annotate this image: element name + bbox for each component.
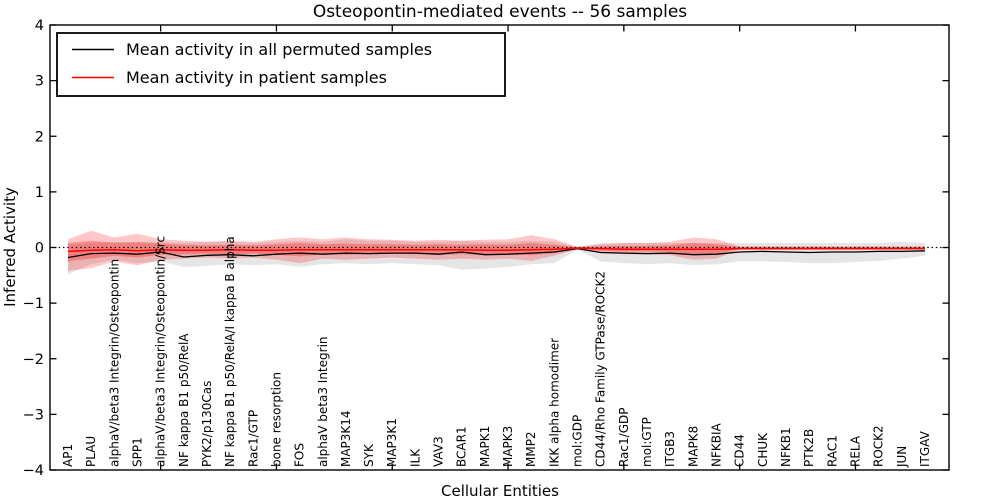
- legend-box: [56, 32, 506, 97]
- x-category-label: PTK2B: [802, 429, 816, 467]
- y-tick-label: 2: [35, 129, 44, 145]
- x-category-label: SYK: [362, 443, 376, 467]
- x-category-label: ITGB3: [663, 431, 677, 467]
- x-category-label: SPP1: [130, 437, 144, 467]
- x-category-label: NF kappa B1 p50/RelA/I kappa B alpha: [223, 236, 237, 467]
- x-category-label: NF kappa B1 p50/RelA: [177, 333, 191, 467]
- x-category-label: alphaV/beta3 Integrin/Osteopontin: [107, 259, 121, 467]
- x-category-label: PLAU: [84, 436, 98, 467]
- x-category-label: MMP2: [524, 431, 538, 467]
- x-category-label: MAPK3: [501, 426, 515, 467]
- y-tick-label: −3: [23, 407, 44, 423]
- x-category-label: CD44: [733, 434, 747, 467]
- plot-frame: [49, 24, 950, 471]
- x-category-labels-layer: AP1 PLAU alphaV/beta3 Integrin/Osteopontin…: [61, 236, 932, 468]
- x-category-label: ITGAV: [918, 430, 932, 467]
- series-lines-layer: [67, 247, 925, 259]
- y-tick-label: 3: [35, 74, 44, 90]
- x-category-label: alphaV beta3 Integrin: [316, 336, 330, 467]
- x-category-label: ILK: [408, 448, 422, 467]
- x-category-label: mol:GDP: [571, 415, 585, 467]
- x-category-label: IKK alpha homodimer: [547, 338, 561, 467]
- y-tick-label: 4: [35, 18, 44, 34]
- x-category-label: FOS: [293, 443, 307, 467]
- x-category-label: alphaV/beta3 Integrin/Osteopontin/Src: [154, 236, 168, 467]
- y-tick-label: −2: [23, 352, 44, 368]
- x-category-label: RAC1: [825, 435, 839, 467]
- legend-label-patient: Mean activity in patient samples: [126, 68, 387, 87]
- x-category-label: PYK2/p130Cas: [200, 381, 214, 467]
- y-tick-labels-layer: 4 3 2 1 0 −1 −2 −3 −4: [23, 18, 44, 479]
- x-category-label: MAP3K1: [385, 418, 399, 467]
- band-patient-samples-range-inner: [68, 240, 925, 262]
- x-category-label: Rac1/GDP: [617, 408, 631, 467]
- x-axis-label: Cellular Entities: [441, 482, 559, 500]
- y-tick-label: −1: [23, 296, 44, 312]
- x-category-label: mol:GTP: [640, 417, 654, 467]
- legend-label-permuted: Mean activity in all permuted samples: [126, 40, 432, 59]
- x-category-label: JUN: [895, 446, 909, 468]
- y-tick-label: 0: [35, 241, 44, 257]
- line-patient-mean: [67, 247, 925, 253]
- x-category-label: NFKBIA: [709, 422, 723, 467]
- x-category-label: CHUK: [756, 432, 770, 467]
- y-tick-label: 1: [35, 185, 44, 201]
- x-category-label: MAP3K14: [339, 410, 353, 467]
- x-category-label: NFKB1: [779, 427, 793, 467]
- x-category-label: ROCK2: [872, 425, 886, 467]
- x-category-label: RELA: [848, 435, 862, 467]
- x-category-label: MAPK1: [478, 426, 492, 467]
- x-category-label: Rac1/GTP: [246, 410, 260, 467]
- chart-title: Osteopontin-mediated events -- 56 sample…: [313, 2, 687, 22]
- y-tick-label: −4: [23, 463, 44, 479]
- x-category-label: VAV3: [432, 436, 446, 467]
- y-axis-label: Inferred Activity: [1, 187, 19, 307]
- x-category-label: CD44/Rho Family GTPase/ROCK2: [594, 271, 608, 467]
- x-category-label: MAPK8: [686, 426, 700, 467]
- legend: Mean activity in all permuted samples Me…: [56, 32, 506, 97]
- x-category-label: AP1: [61, 444, 75, 467]
- x-category-label: bone resorption: [269, 372, 283, 467]
- line-permuted-mean: [67, 247, 925, 259]
- x-category-label: BCAR1: [455, 426, 469, 467]
